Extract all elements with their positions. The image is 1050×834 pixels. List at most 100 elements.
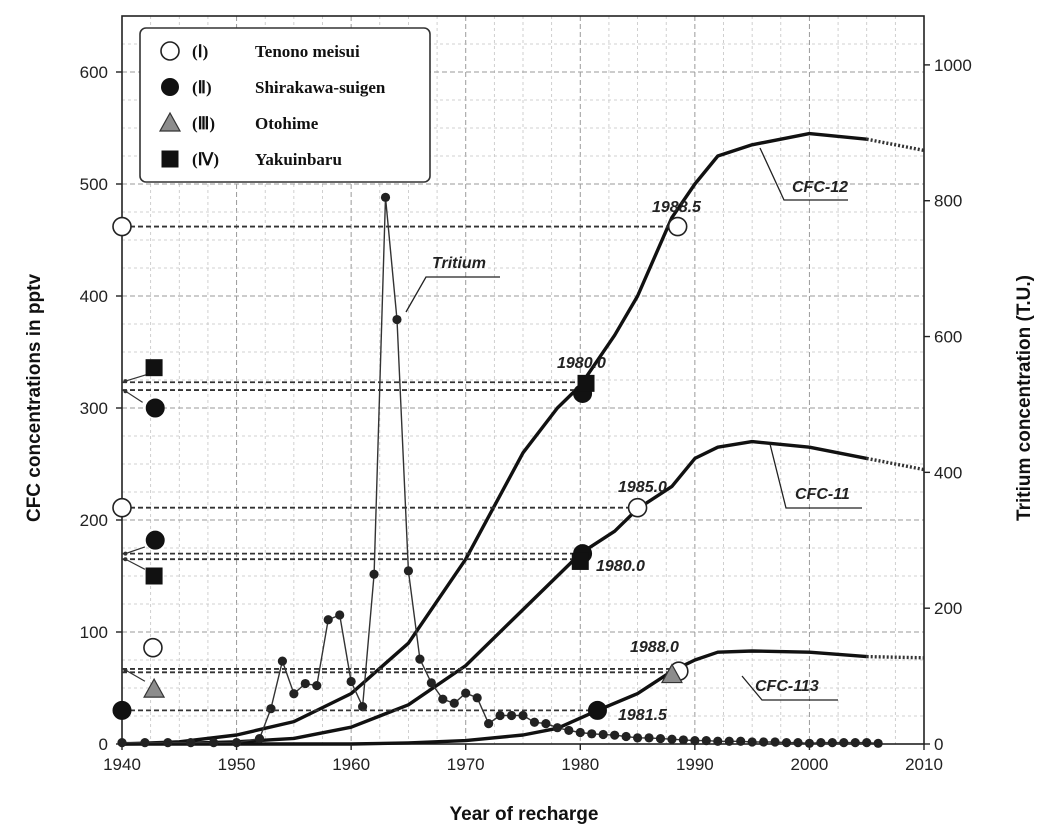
y-tick-label: 300	[80, 399, 108, 418]
legend-marker-1	[160, 41, 180, 61]
tritium-point	[369, 569, 379, 579]
sample-iii-cfc113-marker	[143, 677, 166, 698]
sample-ii-cfc113-marker	[112, 700, 132, 720]
y2-tick-label: 200	[934, 599, 962, 618]
tritium-point	[610, 730, 620, 740]
tritium-point	[312, 680, 322, 691]
sample-iv-cfc11-age-marker	[571, 552, 589, 570]
y-tick-label: 100	[80, 623, 108, 642]
x-axis-title: Year of recharge	[450, 804, 599, 825]
sample-i-cfc113-marker	[143, 637, 163, 658]
tritium-line	[122, 197, 879, 745]
tritium-point	[781, 738, 792, 748]
label-cfc-113: CFC-113	[755, 678, 819, 695]
leader-arrow-head	[123, 551, 128, 556]
legend-num-1: (Ⅰ)	[192, 42, 208, 61]
x-tick-label: 1940	[103, 755, 141, 774]
annotations: CFC-12 CFC-11 CFC-113 Tritium 1988.5 198…	[405, 147, 862, 724]
tritium-point	[186, 738, 196, 748]
y2-tick-label: 0	[934, 735, 943, 754]
sample-iv-cfc11-marker	[145, 567, 163, 585]
label-tritium: Tritium	[432, 255, 486, 272]
tritium-point	[403, 566, 414, 576]
leader-arrow	[125, 669, 146, 682]
tritium-point	[449, 698, 459, 708]
tritium-point	[380, 192, 391, 202]
tritium-point	[747, 737, 757, 747]
tritium-point	[667, 734, 677, 744]
legend-num-2: (Ⅱ)	[192, 78, 212, 97]
legend-num-3: (Ⅲ)	[192, 114, 215, 133]
x-tick-label: 1950	[218, 755, 256, 774]
label-cfc-12: CFC-12	[792, 179, 848, 196]
tritium-point	[759, 737, 769, 747]
age-label-cfc12-ii: 1980.0	[557, 355, 606, 372]
tritium-point	[426, 678, 436, 688]
tritium-point	[827, 738, 837, 748]
tritium-point	[850, 738, 860, 748]
cfc11-label-leader	[769, 443, 862, 509]
sample-ii-cfc12-marker	[145, 398, 165, 418]
tritium-point	[713, 736, 723, 746]
tritium-point	[621, 731, 631, 742]
tritium-point	[484, 719, 494, 729]
sample-ii-cfc113-age-marker	[587, 700, 607, 720]
legend-label-3: Otohime	[255, 114, 319, 133]
cfc-12-curve	[121, 131, 867, 746]
sample-i-cfc12-marker	[112, 216, 132, 237]
y-tick-label: 0	[99, 735, 108, 754]
curves	[117, 131, 925, 748]
tritium-point	[839, 738, 849, 748]
tritium-point	[495, 710, 505, 721]
cfc-113-extrapolation	[866, 654, 925, 660]
legend-marker-3	[158, 111, 182, 132]
sample-iv-cfc12-age-marker	[577, 374, 595, 392]
x-tick-label: 1970	[447, 755, 485, 774]
legend-box	[139, 27, 431, 183]
tritium-point	[816, 738, 826, 748]
axes: Year of recharge CFC concentrations in p…	[24, 56, 1035, 825]
tritium-point	[678, 735, 689, 745]
legend-label-4: Yakuinbaru	[255, 150, 342, 169]
leader-arrow	[125, 390, 143, 403]
tritium-point	[804, 738, 815, 748]
y-tick-label: 200	[80, 511, 108, 530]
tritium-point	[266, 704, 276, 714]
tritium-point	[724, 736, 734, 746]
cfc-12-extrapolation	[866, 137, 925, 153]
y2-tick-label: 400	[934, 463, 962, 482]
tritium-point	[575, 727, 585, 738]
leader-arrow-head	[123, 379, 128, 384]
cfc-11-extrapolation	[866, 456, 925, 472]
tritium-point	[346, 676, 356, 687]
tritium-point	[793, 738, 803, 748]
leader-arrow	[125, 546, 146, 555]
tritium-point	[140, 738, 150, 748]
age-label-cfc12-i: 1988.5	[652, 199, 702, 216]
tritium-point	[736, 736, 746, 746]
y2-axis-title: Tritium concentration (T.U.)	[1014, 275, 1035, 521]
tritium-point	[472, 693, 482, 703]
tritium-point	[254, 733, 265, 744]
y-tick-label: 400	[80, 287, 108, 306]
tritium-point	[529, 717, 540, 727]
tritium-point	[289, 689, 299, 699]
sample-i-cfc11-marker	[112, 497, 132, 518]
tritium-point	[552, 723, 562, 733]
tritium-point	[358, 702, 368, 712]
x-tick-label: 1960	[332, 755, 370, 774]
cfc-11-curve	[121, 439, 868, 746]
legend: (Ⅰ) Tenono meisui (Ⅱ) Shirakawa-suigen (…	[139, 27, 431, 183]
tritium-point	[701, 736, 711, 746]
y-tick-label: 500	[80, 175, 108, 194]
tritium-point	[862, 738, 872, 748]
sample-markers	[112, 216, 689, 720]
tritium-point	[506, 710, 517, 721]
y2-tick-label: 800	[934, 192, 962, 211]
sample-i-cfc12-age-marker	[667, 216, 688, 237]
tritium-point	[518, 710, 528, 721]
tritium-point	[770, 737, 780, 747]
tritium-point	[231, 738, 242, 748]
tritium-point	[564, 725, 574, 736]
